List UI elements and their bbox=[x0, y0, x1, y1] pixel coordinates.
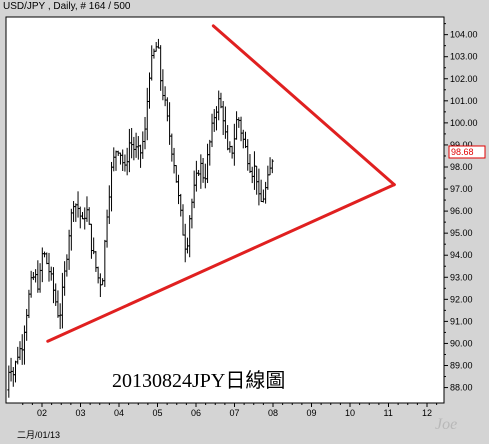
trendline-upper-resistance[interactable] bbox=[211, 24, 396, 187]
y-tick-label: 91.00 bbox=[450, 316, 473, 326]
y-tick-label: 88.00 bbox=[450, 383, 473, 393]
y-tick-label: 92.00 bbox=[450, 294, 473, 304]
chart-title: USD/JPY , Daily, # 164 / 500 bbox=[3, 1, 131, 12]
plot-area bbox=[5, 16, 445, 404]
y-tick-label: 96.00 bbox=[450, 206, 473, 216]
y-tick-label: 100.00 bbox=[450, 118, 478, 128]
x-tick-label: 05 bbox=[153, 408, 163, 418]
y-tick-label: 104.00 bbox=[450, 30, 478, 40]
y-tick-label: 101.00 bbox=[450, 96, 478, 106]
x-tick-label: 03 bbox=[76, 408, 86, 418]
y-tick-label: 90.00 bbox=[450, 338, 473, 348]
y-tick-label: 95.00 bbox=[450, 228, 473, 238]
chart-annotation: 20130824JPY日線圖 bbox=[112, 369, 285, 392]
x-tick-label: 08 bbox=[268, 408, 278, 418]
x-tick-label: 10 bbox=[345, 408, 355, 418]
last-price-box bbox=[448, 145, 486, 159]
x-tick-label: 07 bbox=[230, 408, 240, 418]
y-tick-label: 98.00 bbox=[450, 162, 473, 172]
x-axis-start-date: 二月/01/13 bbox=[17, 430, 61, 440]
y-tick-label: 103.00 bbox=[450, 52, 478, 62]
trendline-lower-support[interactable] bbox=[46, 183, 396, 343]
x-tick-label: 09 bbox=[307, 408, 317, 418]
y-tick-label: 89.00 bbox=[450, 361, 473, 371]
watermark: Joe bbox=[435, 416, 457, 433]
y-tick-label: 102.00 bbox=[450, 74, 478, 84]
y-axis: 88.00 89.00 90.00 91.00 92.00 93.00 94.00 95.00… bbox=[444, 23, 486, 393]
y-tick-label: 97.00 bbox=[450, 184, 473, 194]
x-tick-label: 02 bbox=[37, 408, 47, 418]
ohlc-bars bbox=[7, 38, 274, 398]
x-tick-label: 11 bbox=[384, 408, 393, 418]
trendlines bbox=[46, 24, 396, 343]
last-price-label: 98.68 bbox=[451, 147, 474, 157]
y-tick-label: 99.00 bbox=[450, 140, 473, 150]
y-tick-label: 93.00 bbox=[450, 272, 473, 282]
x-tick-label: 06 bbox=[191, 408, 201, 418]
x-axis: 02 03 04 05 06 07 08 09 10 11 12 bbox=[22, 403, 438, 418]
x-tick-label: 12 bbox=[422, 408, 432, 418]
y-tick-label: 94.00 bbox=[450, 250, 473, 260]
x-tick-label: 04 bbox=[114, 408, 124, 418]
